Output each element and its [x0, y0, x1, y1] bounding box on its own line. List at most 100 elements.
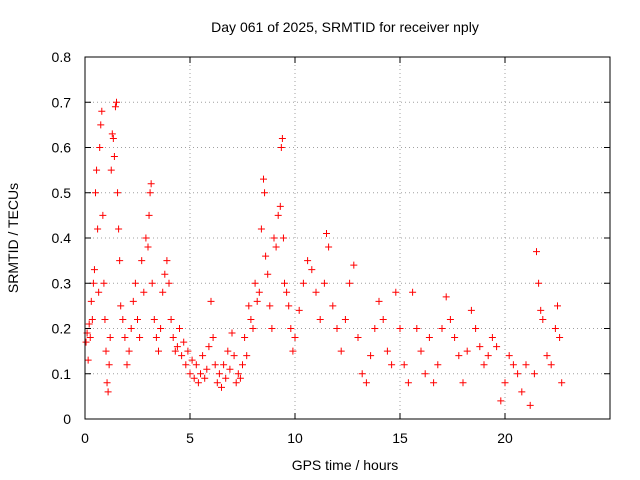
- data-point: [289, 347, 297, 355]
- data-point: [346, 279, 354, 287]
- data-point: [446, 315, 454, 323]
- data-point: [82, 338, 90, 346]
- data-point: [211, 361, 219, 369]
- data-point: [215, 370, 223, 378]
- data-point: [409, 288, 417, 296]
- data-point: [547, 361, 555, 369]
- data-point: [514, 370, 522, 378]
- y-tick-label: 0.7: [52, 94, 72, 110]
- data-point: [333, 325, 341, 332]
- data-point: [260, 175, 267, 183]
- data-point: [190, 374, 198, 382]
- y-tick-label: 0.4: [52, 230, 72, 246]
- data-point: [178, 352, 186, 360]
- data-point: [121, 334, 129, 342]
- data-point: [421, 370, 429, 378]
- y-tick-label: 0.5: [52, 185, 72, 201]
- data-point: [438, 325, 446, 332]
- x-axis-label: GPS time / hours: [292, 457, 399, 473]
- data-point: [283, 288, 291, 296]
- data-point: [257, 225, 265, 233]
- data-point: [493, 343, 501, 351]
- data-point: [115, 225, 123, 233]
- data-point: [226, 365, 234, 373]
- chart-title: Day 061 of 2025, SRMTID for receiver npl…: [211, 19, 479, 35]
- data-point: [148, 279, 156, 287]
- data-point: [93, 166, 101, 174]
- data-point: [88, 315, 96, 323]
- data-point: [96, 144, 104, 151]
- data-point: [239, 361, 246, 369]
- data-point: [392, 288, 400, 296]
- data-point: [241, 334, 249, 342]
- data-point: [316, 315, 324, 323]
- data-point: [232, 379, 240, 387]
- data-point: [145, 211, 153, 219]
- data-point: [117, 302, 125, 310]
- data-point: [101, 315, 109, 323]
- data-point: [277, 144, 285, 151]
- y-tick-label: 0.6: [52, 140, 72, 156]
- data-point: [400, 361, 408, 369]
- data-point: [255, 288, 263, 296]
- data-point: [459, 379, 467, 387]
- data-point: [451, 334, 459, 342]
- data-point: [295, 306, 303, 314]
- y-tick-label: 0.2: [52, 321, 72, 337]
- data-series-srmtid: [82, 98, 566, 409]
- data-point: [272, 243, 280, 251]
- y-tick-label: 0.3: [52, 275, 72, 291]
- data-point: [144, 243, 152, 251]
- data-point: [476, 343, 484, 351]
- data-point: [97, 121, 105, 129]
- data-point: [299, 279, 307, 287]
- data-point: [134, 315, 141, 323]
- data-point: [278, 134, 286, 142]
- data-point: [329, 302, 337, 310]
- data-point: [533, 248, 540, 256]
- data-point: [367, 352, 375, 360]
- data-point: [103, 379, 111, 387]
- data-point: [99, 211, 107, 219]
- data-point: [430, 379, 438, 387]
- data-point: [287, 325, 295, 332]
- x-tick-label: 20: [497, 430, 513, 446]
- data-point: [285, 302, 293, 310]
- data-point: [163, 257, 171, 265]
- data-point: [554, 302, 561, 310]
- data-point: [236, 374, 244, 382]
- grid: [85, 57, 610, 419]
- data-point: [147, 180, 155, 188]
- data-point: [150, 315, 158, 323]
- data-point: [85, 320, 93, 328]
- data-point: [87, 297, 95, 305]
- data-point: [262, 252, 270, 260]
- data-point: [270, 234, 278, 242]
- data-point: [146, 189, 154, 197]
- data-point: [92, 189, 99, 197]
- data-point: [114, 189, 122, 197]
- data-point: [197, 370, 204, 378]
- data-point: [86, 334, 94, 342]
- data-point: [169, 334, 177, 342]
- data-point: [325, 243, 333, 251]
- data-point: [104, 388, 112, 396]
- data-point: [173, 343, 181, 351]
- data-point: [116, 257, 124, 265]
- data-point: [501, 379, 509, 387]
- data-point: [543, 352, 551, 360]
- data-point: [247, 315, 255, 323]
- data-point: [105, 361, 113, 369]
- data-point: [109, 134, 117, 142]
- data-point: [218, 383, 225, 391]
- data-point: [89, 279, 97, 287]
- y-tick-label: 0: [63, 411, 71, 427]
- data-point: [350, 261, 358, 269]
- data-point: [159, 288, 167, 296]
- data-point: [136, 334, 144, 342]
- data-point: [467, 306, 475, 314]
- data-point: [243, 352, 251, 360]
- data-point: [138, 257, 146, 265]
- data-point: [184, 347, 192, 355]
- data-point: [261, 189, 269, 197]
